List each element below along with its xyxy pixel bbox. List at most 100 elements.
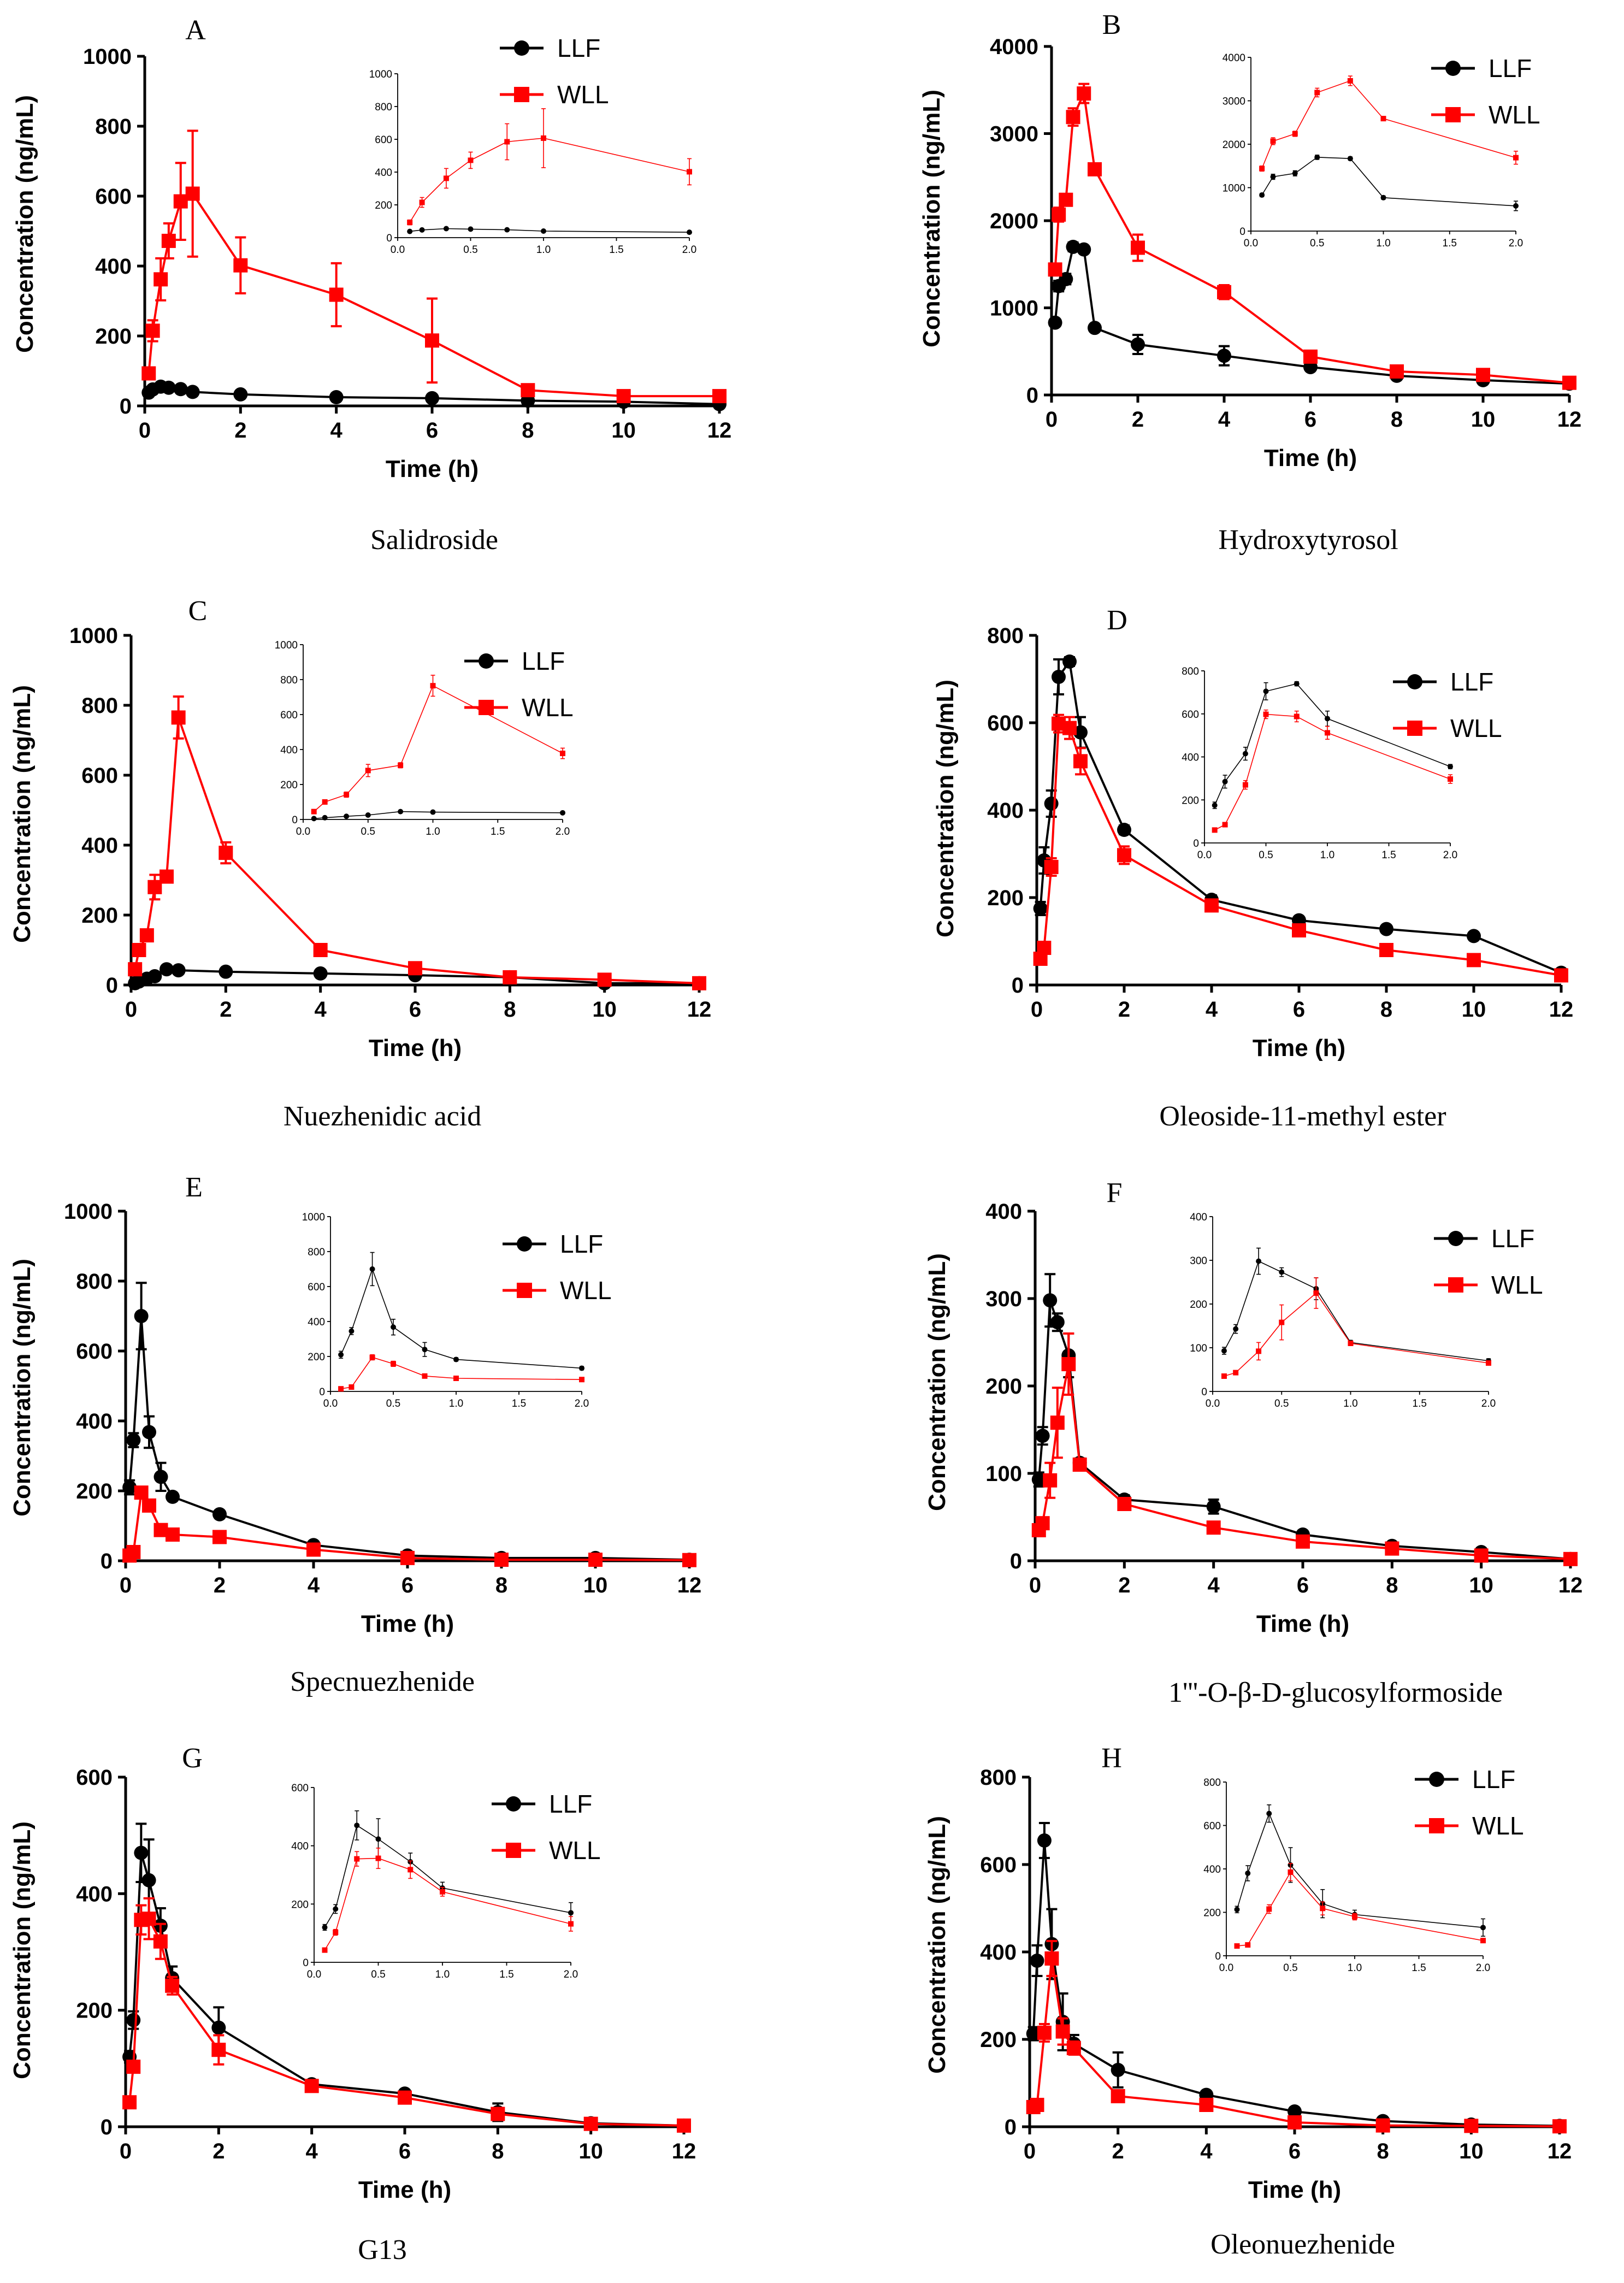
inset-x-tick-label: 0.0 — [307, 1969, 321, 1980]
inset-series-line-LLF — [410, 228, 690, 233]
legend-marker-LLF — [1429, 1772, 1444, 1787]
compound-caption: Oleoside-11-methyl ester — [1159, 1101, 1446, 1132]
inset-y-tick-label: 800 — [1182, 666, 1199, 677]
data-point-LLF — [1467, 929, 1481, 943]
x-tick-label: 0 — [1029, 1573, 1041, 1597]
inset-y-tick-label: 0 — [1215, 1951, 1221, 1962]
x-axis-title: Time (h) — [361, 1611, 454, 1637]
inset-data-point-WLL — [322, 799, 328, 805]
y-tick-label: 0 — [1005, 2115, 1017, 2139]
data-point-WLL — [583, 2116, 598, 2131]
inset-x-tick-label: 2.0 — [575, 1398, 589, 1409]
y-tick-label: 200 — [987, 886, 1024, 910]
inset-data-point-LLF — [1245, 1870, 1251, 1876]
data-point-WLL — [1552, 2119, 1567, 2134]
inset-series-line-WLL — [409, 138, 690, 223]
data-point-WLL — [597, 972, 612, 987]
data-point-WLL — [503, 970, 517, 984]
y-tick-label: 200 — [81, 904, 118, 928]
inset-data-point-WLL — [398, 762, 404, 768]
x-tick-label: 8 — [495, 1573, 507, 1597]
inset-data-point-LLF — [1347, 156, 1353, 162]
data-point-WLL — [233, 258, 248, 273]
inset-data-point-WLL — [430, 683, 436, 689]
inset-x-tick-label: 0.5 — [1310, 238, 1324, 249]
y-tick-label: 800 — [76, 1270, 113, 1294]
data-point-WLL — [1375, 2118, 1390, 2133]
inset-y-tick-label: 400 — [1203, 1864, 1221, 1875]
inset-y-tick-label: 0 — [1201, 1387, 1207, 1398]
series-line-WLL — [1038, 1364, 1571, 1560]
y-axis-title: Concentration (ng/mL) — [9, 1259, 36, 1517]
data-point-WLL — [1206, 1520, 1221, 1535]
compound-caption: Salidroside — [370, 524, 498, 556]
inset-y-tick-label: 400 — [375, 167, 392, 179]
data-point-WLL — [1073, 754, 1088, 769]
inset-data-point-WLL — [687, 169, 692, 175]
y-tick-label: 0 — [1010, 1549, 1022, 1573]
inset-data-point-WLL — [1221, 1373, 1227, 1379]
legend-label-WLL: WLL — [557, 80, 609, 109]
y-tick-label: 800 — [81, 694, 118, 718]
series-line-WLL — [128, 1489, 690, 1561]
x-tick-label: 8 — [1386, 1573, 1398, 1597]
inset-data-point-LLF — [1263, 688, 1269, 694]
data-point-WLL — [1292, 923, 1306, 937]
inset-data-point-LLF — [375, 1836, 381, 1842]
inset-y-tick-label: 200 — [1190, 1299, 1207, 1311]
data-point-LLF — [1035, 1429, 1050, 1443]
x-tick-label: 10 — [583, 1573, 608, 1597]
inset-data-point-WLL — [338, 1386, 344, 1392]
legend-marker-LLF — [1445, 61, 1461, 76]
inset-x-tick-label: 1.5 — [609, 244, 623, 256]
inset-data-point-LLF — [365, 812, 371, 818]
data-point-WLL — [1061, 1357, 1076, 1371]
data-point-WLL — [1050, 1415, 1065, 1430]
y-tick-label: 600 — [980, 1853, 1017, 1877]
x-tick-label: 0 — [1046, 408, 1058, 432]
legend-label-WLL: WLL — [522, 693, 574, 722]
inset-data-point-WLL — [1212, 827, 1218, 833]
data-point-WLL — [1117, 848, 1131, 863]
inset-y-tick-label: 400 — [280, 745, 298, 756]
compound-caption: Specnuezhenide — [290, 1666, 475, 1697]
data-point-LLF — [1066, 239, 1080, 254]
x-tick-label: 10 — [1469, 1573, 1493, 1597]
inset-x-tick-label: 1.5 — [491, 826, 505, 837]
inset-y-tick-label: 800 — [1203, 1777, 1221, 1789]
inset-y-tick-label: 200 — [280, 780, 298, 791]
data-point-LLF — [161, 380, 176, 395]
data-point-LLF — [147, 969, 162, 983]
data-point-LLF — [126, 2013, 141, 2027]
data-point-WLL — [126, 1545, 141, 1559]
data-point-LLF — [1131, 337, 1145, 352]
series-line-LLF — [128, 1315, 690, 1561]
inset-y-tick-label: 1000 — [1223, 183, 1245, 194]
legend-marker-WLL — [479, 700, 494, 715]
inset-data-point-LLF — [541, 228, 546, 234]
data-point-WLL — [142, 1498, 156, 1513]
chart-panel-E: 0 2 4 6 8 10 12 0 200 400 600 800 1000 Time (h) Concen… — [9, 1172, 701, 1697]
inset-y-tick-label: 400 — [1190, 1212, 1207, 1223]
data-point-WLL — [1204, 898, 1219, 913]
inset-x-tick-label: 0.0 — [1206, 1398, 1220, 1409]
data-point-WLL — [1288, 2115, 1302, 2129]
inset-data-point-WLL — [1222, 822, 1228, 828]
data-point-WLL — [1030, 2098, 1044, 2112]
x-axis-title: Time (h) — [1248, 2176, 1341, 2203]
x-tick-label: 6 — [409, 998, 421, 1022]
inset-data-point-LLF — [560, 810, 565, 816]
y-tick-label: 2000 — [990, 209, 1038, 233]
legend-marker-LLF — [506, 1796, 521, 1812]
x-tick-label: 12 — [707, 418, 732, 443]
inset-data-point-WLL — [1352, 1914, 1357, 1920]
y-axis-title: Concentration (ng/mL) — [11, 95, 38, 353]
inset-y-tick-label: 600 — [308, 1282, 325, 1293]
legend-label-LLF: LLF — [1491, 1224, 1534, 1253]
inset-x-tick-label: 2.0 — [1476, 1962, 1490, 1974]
data-point-LLF — [1059, 272, 1073, 286]
inset-x-tick-label: 0.0 — [323, 1398, 338, 1409]
data-point-WLL — [212, 1530, 227, 1544]
data-point-LLF — [1052, 670, 1066, 684]
x-tick-label: 12 — [1548, 2139, 1572, 2163]
